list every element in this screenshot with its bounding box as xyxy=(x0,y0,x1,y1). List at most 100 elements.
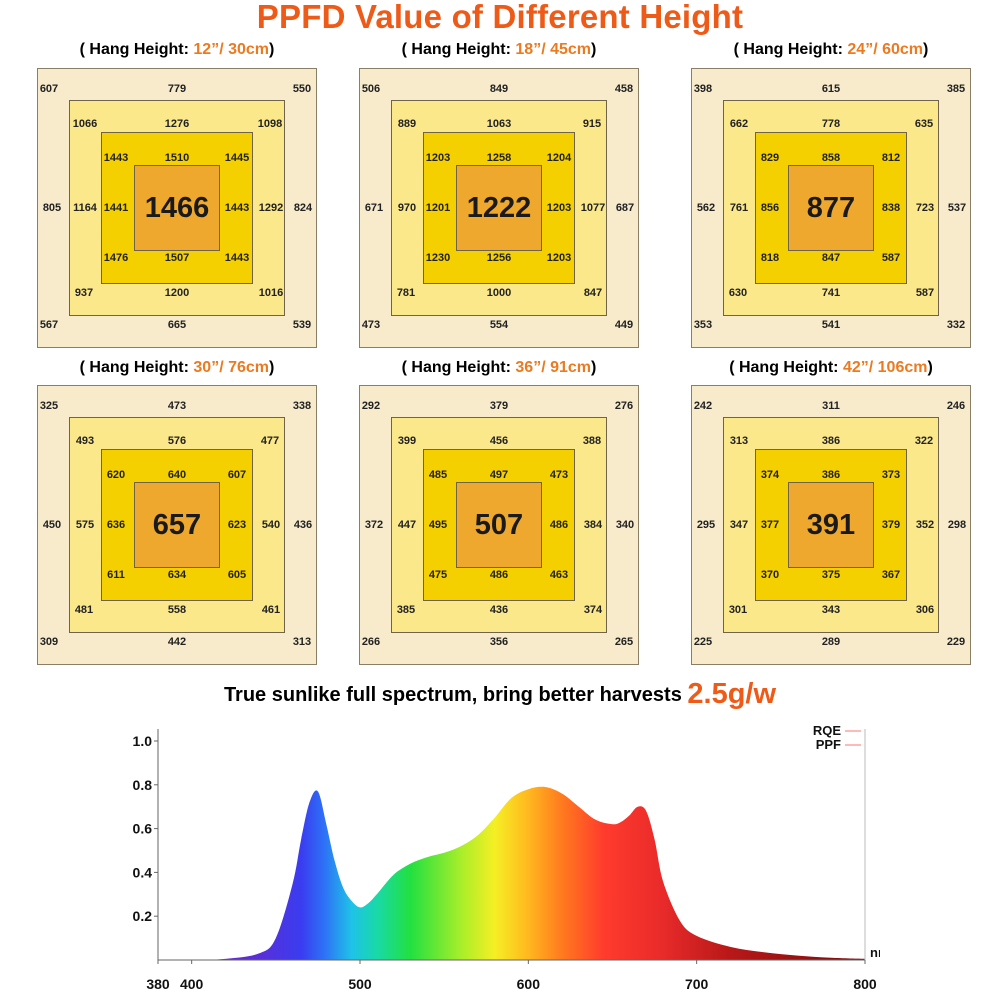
ring2-left-value: 970 xyxy=(397,202,417,214)
ring1-left-value: 562 xyxy=(696,202,716,214)
ring3-bottom-left-value: 818 xyxy=(760,252,780,264)
ring2-left-value: 447 xyxy=(397,519,417,531)
center-ppfd-value: 1466 xyxy=(144,191,210,224)
y-tick-label: 0.2 xyxy=(133,908,153,924)
ring3-bottom-left-value: 611 xyxy=(107,569,125,581)
ring3-top-right-value: 373 xyxy=(881,469,901,481)
ring3-top-left-value: 374 xyxy=(760,469,780,481)
ring1-top-value: 849 xyxy=(489,83,509,95)
panel-title-height: 18”/ 45cm xyxy=(515,41,592,58)
ring2-bottom-value: 343 xyxy=(821,604,841,616)
x-tick-label: 400 xyxy=(180,976,204,992)
ring2-top-value: 456 xyxy=(489,435,509,447)
panel-title: ( Hang Height: 12”/ 30cm) xyxy=(27,41,327,59)
ring1-right-value: 824 xyxy=(293,202,313,214)
x-tick-label: 380 xyxy=(146,976,170,992)
ring2-bottom-value: 558 xyxy=(167,604,187,616)
ring1-top-right-value: 276 xyxy=(614,400,634,412)
ring3-top-left-value: 1203 xyxy=(425,152,451,164)
ring3-left-value: 636 xyxy=(106,519,126,531)
x-tick-label: 600 xyxy=(517,976,541,992)
center-ppfd-value: 877 xyxy=(806,191,856,224)
ring3-top-left-value: 485 xyxy=(428,469,448,481)
panel-title: ( Hang Height: 42”/ 106cm) xyxy=(681,359,981,377)
ring1-bottom-right-value: 313 xyxy=(292,636,312,648)
center-ppfd-value: 391 xyxy=(806,508,856,541)
ring1-bottom-left-value: 473 xyxy=(361,319,381,331)
ppfd-grid: 292 379 276 372 340 266 356 265 399 456 388 447 384 3… xyxy=(359,385,639,665)
ring1-bottom-right-value: 265 xyxy=(614,636,634,648)
ring2-top-right-value: 915 xyxy=(582,118,602,130)
panel-title-suffix: ) xyxy=(269,359,275,376)
ring3-bottom-right-value: 1443 xyxy=(224,252,250,264)
ring2-top-left-value: 889 xyxy=(397,118,417,130)
ring1-bottom-value: 665 xyxy=(167,319,187,331)
ring3-bottom-right-value: 587 xyxy=(881,252,901,264)
ring2-top-left-value: 399 xyxy=(397,435,417,447)
ring2-right-value: 540 xyxy=(261,519,281,531)
ring2-right-value: 723 xyxy=(915,202,935,214)
ring1-top-left-value: 398 xyxy=(693,83,713,95)
panel-title-height: 24”/ 60cm xyxy=(847,41,924,58)
ring3-bottom-value: 634 xyxy=(167,569,187,581)
panel-title: ( Hang Height: 30”/ 76cm) xyxy=(27,359,327,377)
ring3-top-value: 1258 xyxy=(486,152,512,164)
ring2-bottom-right-value: 587 xyxy=(915,287,935,299)
ring2-right-value: 384 xyxy=(583,519,603,531)
center-ppfd-value: 657 xyxy=(152,508,202,541)
ring1-bottom-left-value: 309 xyxy=(39,636,59,648)
ring1-bottom-right-value: 332 xyxy=(946,319,966,331)
ring2-bottom-value: 436 xyxy=(489,604,509,616)
ring3-top-value: 1510 xyxy=(164,152,190,164)
ring2-left-value: 761 xyxy=(729,202,749,214)
intensity-zone-4 xyxy=(134,482,220,568)
ring2-top-left-value: 493 xyxy=(75,435,95,447)
ring1-top-value: 379 xyxy=(489,400,509,412)
ring3-top-value: 858 xyxy=(821,152,841,164)
panel-title-prefix: ( Hang Height: xyxy=(401,359,516,376)
ring3-bottom-value: 1507 xyxy=(164,252,190,264)
ring2-top-left-value: 1066 xyxy=(72,118,98,130)
ring2-bottom-right-value: 461 xyxy=(261,604,281,616)
panel-title: ( Hang Height: 18”/ 45cm) xyxy=(349,41,649,59)
ring1-right-value: 537 xyxy=(947,202,967,214)
panel-title-suffix: ) xyxy=(927,359,933,376)
ring3-top-right-value: 607 xyxy=(227,469,247,481)
spectrum-heading: True sunlike full spectrum, bring better… xyxy=(0,678,1000,711)
ring1-top-value: 473 xyxy=(167,400,187,412)
ppfd-grid: 506 849 458 671 687 473 554 449 889 1063 915 970 107… xyxy=(359,68,639,348)
ring1-top-right-value: 246 xyxy=(946,400,966,412)
ring3-left-value: 495 xyxy=(428,519,448,531)
ring1-bottom-value: 541 xyxy=(821,319,841,331)
ring1-top-right-value: 550 xyxy=(292,83,312,95)
panel-title-suffix: ) xyxy=(591,41,597,58)
legend-label: PPF xyxy=(816,737,841,752)
ring2-bottom-left-value: 481 xyxy=(74,604,94,616)
ring1-bottom-right-value: 229 xyxy=(946,636,966,648)
ring3-right-value: 486 xyxy=(549,519,569,531)
ring1-left-value: 295 xyxy=(696,519,716,531)
ring1-top-left-value: 607 xyxy=(39,83,59,95)
ring1-right-value: 298 xyxy=(947,519,967,531)
ring3-top-left-value: 620 xyxy=(106,469,126,481)
ring2-top-left-value: 313 xyxy=(729,435,749,447)
ring2-bottom-left-value: 301 xyxy=(728,604,748,616)
ring3-bottom-right-value: 1203 xyxy=(546,252,572,264)
ring2-top-value: 576 xyxy=(167,435,187,447)
intensity-zone-4 xyxy=(788,165,874,251)
ring2-right-value: 1077 xyxy=(580,202,606,214)
x-tick-label: 700 xyxy=(685,976,709,992)
x-tick-label: 500 xyxy=(348,976,372,992)
ring1-bottom-left-value: 225 xyxy=(693,636,713,648)
ring3-top-right-value: 812 xyxy=(881,152,901,164)
ring2-right-value: 352 xyxy=(915,519,935,531)
x-axis-unit: nm xyxy=(870,945,880,960)
panel-title: ( Hang Height: 36”/ 91cm) xyxy=(349,359,649,377)
spectrum-heading-text: True sunlike full spectrum, bring better… xyxy=(223,684,688,706)
ring3-bottom-left-value: 475 xyxy=(428,569,448,581)
ring3-left-value: 1201 xyxy=(425,202,451,214)
panel-title-prefix: ( Hang Height: xyxy=(79,359,194,376)
ring2-bottom-left-value: 937 xyxy=(74,287,94,299)
ring1-right-value: 340 xyxy=(615,519,635,531)
ring2-bottom-value: 741 xyxy=(821,287,841,299)
